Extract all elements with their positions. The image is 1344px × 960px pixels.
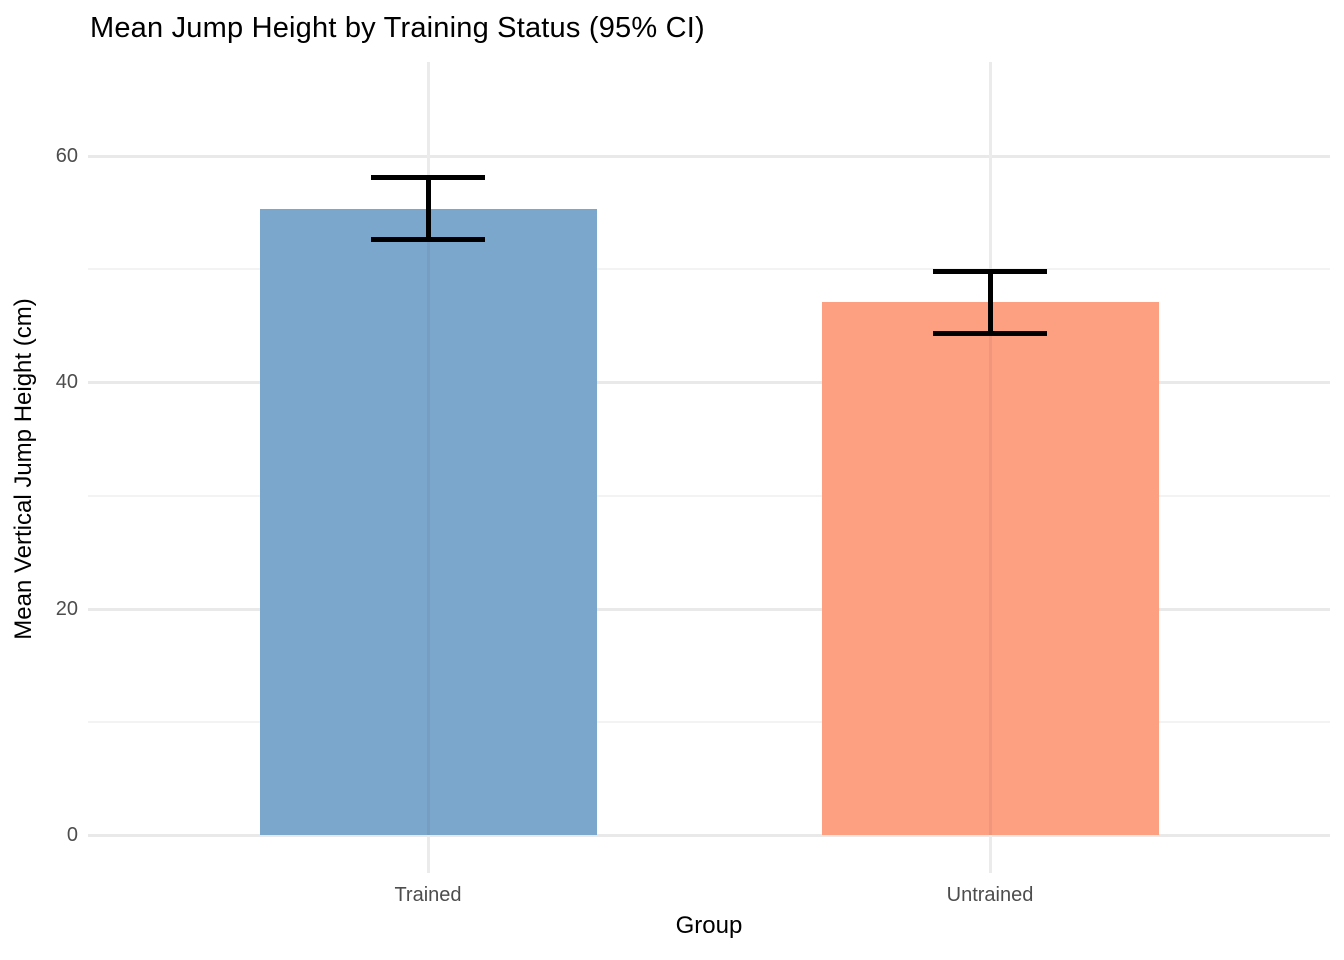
major-gridline <box>88 607 1330 611</box>
plot-panel <box>88 62 1330 873</box>
major-gridline <box>88 834 1330 837</box>
x-axis-title: Group <box>675 912 743 939</box>
error-bar-stem <box>987 271 993 334</box>
y-tick-label: 60 <box>55 145 78 167</box>
error-bar-cap <box>933 331 1047 337</box>
y-tick-label: 20 <box>55 597 78 620</box>
major-gridline <box>88 381 1330 385</box>
minor-gridline <box>88 494 1330 497</box>
major-gridline <box>88 155 1330 158</box>
y-tick-label: 0 <box>66 824 78 846</box>
error-bar-cap <box>371 175 485 180</box>
error-bar-cap <box>933 268 1047 274</box>
error-bar-cap <box>371 237 485 243</box>
error-bar-stem <box>425 177 431 240</box>
x-tick-label: Untrained <box>946 884 1034 906</box>
minor-gridline <box>88 268 1330 271</box>
chart-title: Mean Jump Height by Training Status (95%… <box>90 12 705 44</box>
gridline-overlay <box>427 209 430 835</box>
y-tick-label: 40 <box>55 371 78 394</box>
x-tick-label: Trained <box>394 884 462 906</box>
minor-gridline <box>88 720 1330 723</box>
bar-trained <box>259 209 597 835</box>
gridline-overlay <box>989 301 992 835</box>
bar-untrained <box>821 301 1159 835</box>
